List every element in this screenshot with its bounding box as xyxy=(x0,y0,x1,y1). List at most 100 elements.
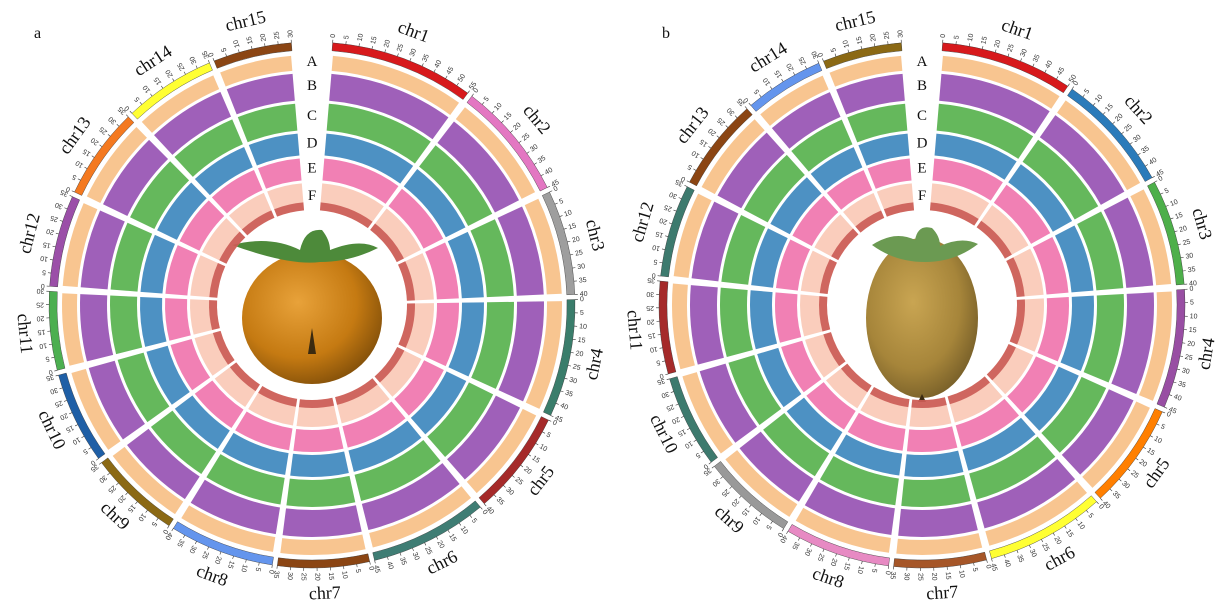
tick-label: 25 xyxy=(98,125,109,135)
tick-label: 40 xyxy=(385,561,394,571)
chromosome-name: chr7 xyxy=(308,582,341,603)
tick-label: 5 xyxy=(42,268,47,275)
tick-mark xyxy=(1138,153,1140,155)
tick-mark xyxy=(1181,257,1184,258)
tick-mark xyxy=(709,462,711,464)
tick-label: 15 xyxy=(327,572,335,580)
chromosome-name: chr8 xyxy=(810,563,847,592)
tick-mark xyxy=(735,116,737,118)
tick-mark xyxy=(565,378,568,379)
tick-label: 5 xyxy=(81,447,88,455)
tick-label: 20 xyxy=(1052,536,1062,546)
tick-label: 20 xyxy=(869,33,877,42)
tick-mark xyxy=(196,66,197,69)
tick-mark xyxy=(770,87,772,89)
tick-label: 5 xyxy=(354,569,362,574)
tick-label: 20 xyxy=(522,466,533,476)
tick-mark xyxy=(359,43,360,46)
tick-mark xyxy=(397,53,398,56)
tick-label: 10 xyxy=(1169,199,1179,208)
track-band xyxy=(140,297,167,347)
tick-mark xyxy=(468,91,470,93)
tick-mark xyxy=(1021,58,1022,61)
tick-label: 5 xyxy=(753,87,761,94)
tick-mark xyxy=(782,529,784,532)
tick-mark xyxy=(681,416,684,417)
tick-label: 10 xyxy=(957,570,965,579)
tick-mark xyxy=(745,106,747,108)
tick-label: 0 xyxy=(651,271,656,278)
tick-mark xyxy=(100,145,102,147)
tick-label: 30 xyxy=(902,572,909,580)
tick-mark xyxy=(1086,510,1088,512)
tick-label: 10 xyxy=(1094,94,1104,105)
tick-label: 30 xyxy=(1028,548,1038,558)
track-band-inner xyxy=(299,398,334,408)
tick-label: 15 xyxy=(65,423,75,433)
tick-label: 5 xyxy=(1159,423,1166,431)
tick-label: 5 xyxy=(470,517,478,524)
tick-label: 30 xyxy=(726,106,737,117)
tick-mark xyxy=(167,526,169,529)
tick-mark xyxy=(99,463,101,465)
tick-label: 25 xyxy=(1123,123,1134,133)
track-label: A xyxy=(307,54,318,70)
tick-label: 5 xyxy=(764,523,772,530)
tick-label: 25 xyxy=(883,31,891,40)
tick-label: 40 xyxy=(1044,60,1054,70)
tick-mark xyxy=(470,515,472,517)
tick-mark xyxy=(238,49,239,52)
tick-mark xyxy=(172,528,174,531)
track-label: E xyxy=(307,160,316,176)
tick-label: 0 xyxy=(267,569,275,574)
tick-label: 25 xyxy=(1182,239,1191,248)
tick-mark xyxy=(446,76,448,79)
tick-label: 15 xyxy=(842,561,851,571)
tick-label: 40 xyxy=(1148,157,1158,167)
tick-mark xyxy=(116,483,118,485)
tick-label: 10 xyxy=(459,525,469,535)
tick-label: 0 xyxy=(330,34,337,39)
tick-mark xyxy=(126,115,128,117)
tick-mark xyxy=(862,561,863,564)
tick-label: 5 xyxy=(134,95,142,103)
tick-label: 5 xyxy=(870,568,878,573)
track-band xyxy=(398,303,434,356)
tick-label: 30 xyxy=(411,551,420,561)
tick-label: 30 xyxy=(1181,367,1190,376)
tick-label: 15 xyxy=(82,147,92,157)
tick-mark xyxy=(669,223,672,224)
tick-label: 30 xyxy=(287,30,295,38)
tick-mark xyxy=(818,60,819,63)
track-band xyxy=(80,294,113,361)
tick-mark xyxy=(782,79,784,82)
tick-label: 15 xyxy=(655,230,664,239)
track-band xyxy=(293,427,343,452)
chromosome-name: chr9 xyxy=(97,497,134,533)
tick-label: 20 xyxy=(1187,340,1196,348)
track-band xyxy=(283,505,362,537)
tick-label: 15 xyxy=(577,337,586,345)
tick-label: 10 xyxy=(538,443,548,453)
tick-mark xyxy=(72,191,75,192)
tick-mark xyxy=(836,554,837,557)
tick-mark xyxy=(150,94,152,96)
tick-label: 15 xyxy=(677,427,687,437)
tick-mark xyxy=(372,46,373,49)
tick-label: 10 xyxy=(340,571,348,580)
tick-mark xyxy=(679,198,682,199)
tick-label: 20 xyxy=(707,126,718,136)
track-band xyxy=(286,476,355,507)
tick-mark xyxy=(848,50,849,53)
tick-label: 0 xyxy=(940,34,947,39)
tick-mark xyxy=(457,83,459,86)
tick-label: 10 xyxy=(40,254,49,262)
tick-label: 15 xyxy=(1188,327,1197,335)
tick-mark xyxy=(1033,64,1034,67)
tick-label: 10 xyxy=(239,564,248,573)
tick-label: 30 xyxy=(54,201,64,210)
tick-label: 15 xyxy=(503,111,514,122)
tick-mark xyxy=(568,365,571,366)
figure: a b 0510152025303540455055chr10510152025… xyxy=(0,0,1231,611)
tick-label: 0 xyxy=(702,462,709,470)
